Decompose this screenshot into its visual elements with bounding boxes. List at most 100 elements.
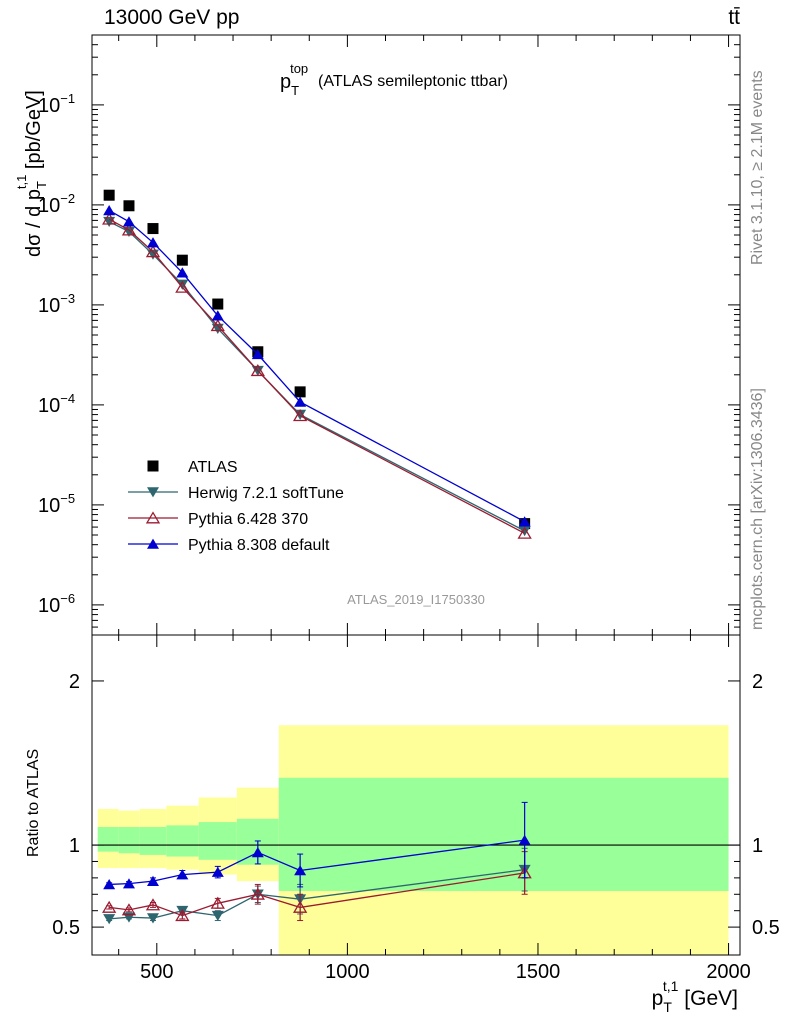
legend-item: Pythia 8.308 default <box>128 537 330 554</box>
legend-label: Pythia 8.308 default <box>188 537 330 554</box>
y-tick-base: 10 <box>38 95 60 117</box>
legend-item: Herwig 7.2.1 softTune <box>128 485 344 502</box>
legend-marker <box>145 511 161 524</box>
legend: ATLAS Herwig 7.2.1 softTune Pythia 6.428 3… <box>128 459 344 554</box>
ratio-panel: 0.5 0.5 1 1 2 2 500 1000 1500 2000 Ratio to ATLAS… <box>25 634 780 1015</box>
legend-label: Pythia 6.428 370 <box>188 511 308 528</box>
main-title-rest: (ATLAS semileptonic ttbar) <box>318 73 508 90</box>
ratio-point <box>175 908 190 922</box>
data-point <box>294 386 306 398</box>
legend-label: ATLAS <box>188 459 238 476</box>
ratio-frame <box>91 634 741 956</box>
y-tick-label: 10−1 <box>38 91 75 117</box>
data-point <box>294 396 307 407</box>
data-point <box>102 212 117 225</box>
ratio-y-tick-label: 0.5 <box>752 917 780 939</box>
series-line <box>108 209 525 523</box>
y-tick-label: 10−2 <box>38 191 75 217</box>
ratio-point <box>176 869 189 880</box>
y-tick-label: 10−5 <box>38 491 75 517</box>
ratio-point <box>210 896 225 909</box>
legend-item: ATLAS <box>147 459 238 476</box>
y-tick-base: 10 <box>38 295 60 317</box>
data-point <box>147 223 159 235</box>
ratio-point <box>211 866 224 877</box>
green-band <box>166 825 199 857</box>
series-Pythia 6.428 370 <box>102 212 532 539</box>
ratio-y-tick-label: 2 <box>752 671 763 693</box>
data-point <box>176 267 189 278</box>
ratio-point <box>211 910 224 922</box>
data-point <box>292 409 308 422</box>
green-band <box>278 777 729 891</box>
data-point <box>103 205 116 216</box>
main-ylabel-sup: t,1 <box>14 175 29 189</box>
rivet-label: Rivet 3.1.10, ≥ 2.1M events <box>749 70 766 265</box>
legend-marker <box>147 460 159 472</box>
ratio-point <box>102 900 117 913</box>
data-point <box>176 254 188 266</box>
y-tick-base: 10 <box>38 395 60 417</box>
ratio-line <box>109 839 525 886</box>
main-panel: 10−110−210−310−410−510−6 pTtop (ATLAS se… <box>14 34 741 636</box>
ratio-point <box>121 903 137 916</box>
data-point <box>145 245 161 258</box>
data-point <box>121 223 137 236</box>
ratio-x-tick-label: 500 <box>140 961 173 983</box>
y-tick-label: 10−4 <box>38 391 75 417</box>
series-line <box>108 218 525 534</box>
legend-marker <box>147 538 159 549</box>
green-band <box>139 827 167 855</box>
legend-label: Herwig 7.2.1 softTune <box>188 485 344 502</box>
process-label: tt̄ <box>728 6 740 29</box>
main-title-base: p <box>280 71 291 93</box>
data-point <box>251 348 264 360</box>
xlabel-sub: T <box>663 999 672 1015</box>
y-tick-label: 10−3 <box>38 291 75 317</box>
xlabel-b: [GeV] <box>678 987 738 1010</box>
data-point <box>210 318 225 332</box>
analysis-id: ATLAS_2019_I1750330 <box>347 592 485 607</box>
ratio-point <box>103 914 116 925</box>
xlabel-a: p <box>652 987 664 1010</box>
ratio-point <box>518 834 531 845</box>
ratio-line <box>109 869 525 920</box>
green-band <box>97 827 119 852</box>
ratio-series-Herwig 7.2.1 softTune <box>103 847 531 925</box>
y-tick-label: 10−6 <box>38 591 75 617</box>
data-point <box>176 279 189 290</box>
y-tick-base: 10 <box>38 595 60 617</box>
ratio-ylabel: Ratio to ATLAS <box>25 749 42 857</box>
ratio-y-tick-label: 1 <box>752 835 763 857</box>
energy-label: 13000 GeV pp <box>104 6 239 29</box>
ratio-y-tick-label: 2 <box>69 671 80 693</box>
data-point <box>211 310 224 321</box>
main-ylabel-sub: T <box>34 181 49 189</box>
data-point <box>122 216 135 227</box>
main-title-sub: T <box>291 83 299 98</box>
ratio-x-tick-label: 1000 <box>325 961 370 983</box>
ratio-point <box>292 900 308 913</box>
ratio-point <box>146 875 159 886</box>
data-point <box>212 298 224 310</box>
legend-item: Pythia 6.428 370 <box>128 511 308 528</box>
data-point <box>250 363 265 377</box>
ratio-series-Pythia 8.308 default <box>103 801 531 890</box>
ratio-y-tick-label: 1 <box>69 835 80 857</box>
y-tick-exp: −6 <box>60 591 75 606</box>
y-tick-exp: −1 <box>60 91 75 106</box>
ratio-ticks: 0.5 0.5 1 1 2 2 500 1000 1500 2000 <box>52 635 780 983</box>
ratio-point <box>103 879 116 890</box>
ratio-series <box>102 801 532 925</box>
ratio-point <box>251 847 264 858</box>
ratio-point <box>122 878 135 889</box>
ratio-y-tick-label: 0.5 <box>52 917 80 939</box>
main-ylabel-a: dσ / d p <box>23 189 45 257</box>
data-point <box>175 280 190 293</box>
y-tick-exp: −5 <box>60 491 75 506</box>
main-ylabel-b: [pb/GeV] <box>23 90 45 175</box>
y-tick-exp: −4 <box>60 391 75 406</box>
y-tick-base: 10 <box>38 195 60 217</box>
data-point <box>123 200 135 212</box>
